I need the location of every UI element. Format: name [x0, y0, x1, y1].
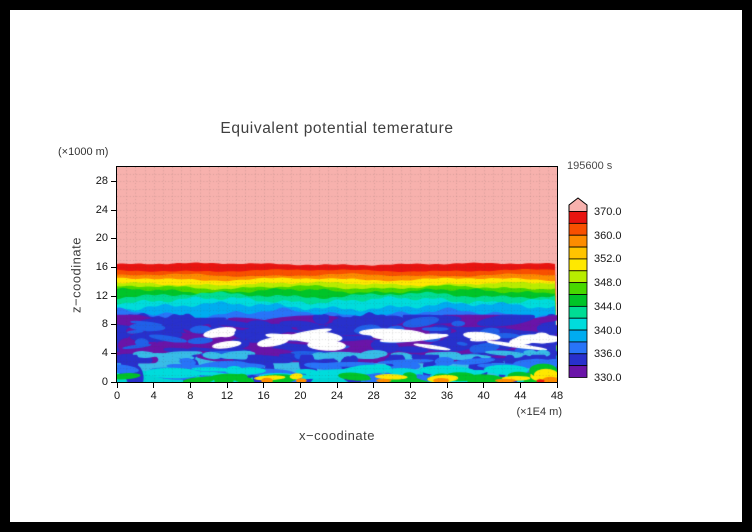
colorbar-cell	[568, 246, 588, 260]
x-tick-label: 8	[187, 390, 194, 402]
y-tick-label: 4	[101, 346, 108, 359]
y-tick-label: 24	[95, 203, 108, 216]
y-axis-title: z−coodinate	[68, 237, 84, 313]
x-tick	[409, 383, 411, 388]
x-tick	[519, 383, 521, 388]
colorbar-cell	[568, 305, 588, 319]
y-axis-unit-label: (×1000 m)	[58, 146, 109, 158]
y-tick-label: 28	[95, 174, 108, 187]
x-tick	[299, 383, 301, 388]
colorbar-cell	[568, 365, 588, 378]
colorbar-cell	[568, 329, 588, 343]
colorbar-label: 348.0	[594, 277, 622, 290]
x-tick-label: 0	[113, 390, 121, 402]
x-tick	[153, 383, 155, 388]
x-tick-label: 24	[330, 390, 344, 402]
y-tick	[111, 209, 116, 211]
colorbar-cell	[568, 353, 588, 367]
x-tick	[446, 383, 448, 388]
colorbar-cell	[568, 258, 588, 272]
y-tick	[111, 352, 116, 354]
colorbar-label: 336.0	[594, 348, 622, 361]
colorbar-cell	[568, 222, 588, 236]
x-tick-label: 28	[367, 390, 380, 402]
x-axis-title: x−coodinate	[299, 428, 375, 443]
contour-field	[117, 167, 557, 382]
y-tick-label: 12	[95, 289, 108, 302]
y-tick	[111, 381, 116, 383]
x-tick-label: 36	[440, 390, 454, 402]
x-axis-unit-label: (×1E4 m)	[516, 406, 562, 418]
colorbar-label: 340.0	[594, 324, 622, 337]
y-tick-label: 8	[101, 318, 108, 331]
colorbar-over-arrow	[568, 197, 588, 212]
x-tick	[263, 383, 265, 388]
colorbar-cell	[568, 294, 588, 307]
chart-title: Equivalent potential temerature	[220, 120, 454, 137]
y-tick	[111, 324, 116, 326]
y-tick-label: 0	[101, 375, 108, 388]
x-tick-label: 12	[220, 390, 234, 402]
colorbar-cell	[568, 234, 588, 248]
colorbar-cell	[568, 341, 588, 355]
colorbar-label: 360.0	[594, 229, 622, 242]
y-tick-label: 20	[95, 232, 108, 245]
colorbar-cell	[568, 282, 588, 295]
y-tick	[111, 180, 116, 182]
x-tick-label: 48	[550, 390, 564, 402]
colorbar-label: 370.0	[594, 206, 622, 218]
x-tick	[556, 383, 558, 388]
plot-paper: Equivalent potential temerature (×1000 m…	[10, 10, 742, 522]
colorbar-cell	[568, 317, 588, 331]
colorbar-label: 352.0	[594, 253, 622, 266]
x-tick	[483, 383, 485, 388]
colorbar-graphic	[568, 197, 588, 378]
x-tick	[226, 383, 228, 388]
colorbar-label: 344.0	[594, 300, 622, 313]
x-tick-label: 44	[514, 390, 527, 402]
colorbar-label: 330.0	[594, 372, 622, 384]
x-tick-label: 20	[294, 390, 307, 402]
x-tick-label: 32	[404, 390, 417, 402]
x-tick-label: 16	[257, 390, 270, 402]
x-tick	[189, 383, 191, 388]
y-tick-label: 16	[95, 260, 108, 273]
colorbar-cell	[568, 211, 588, 224]
x-tick	[116, 383, 118, 388]
x-tick	[336, 383, 338, 388]
x-tick-label: 4	[150, 390, 157, 402]
y-tick	[111, 266, 116, 268]
colorbar-cell	[568, 270, 588, 284]
x-tick	[373, 383, 375, 388]
x-tick-label: 40	[477, 390, 490, 402]
y-tick	[111, 238, 116, 240]
timestamp-label: 195600 s	[567, 160, 613, 172]
y-tick	[111, 295, 116, 297]
